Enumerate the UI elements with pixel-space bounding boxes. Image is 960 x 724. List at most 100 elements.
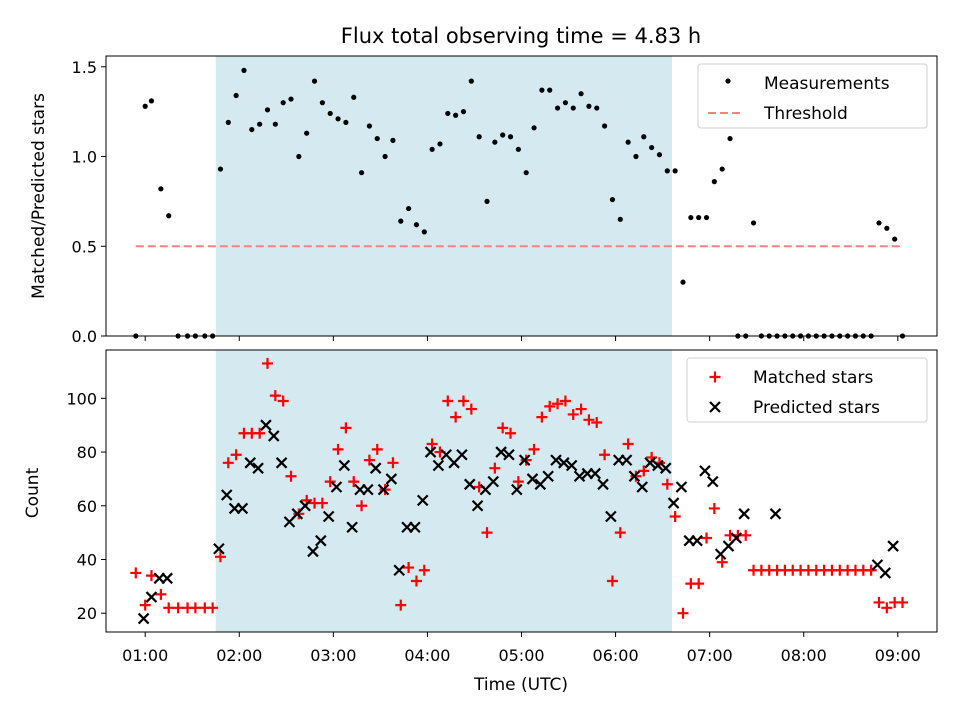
measurement-point [257, 121, 263, 127]
legend-label: Matched stars [753, 368, 873, 388]
predicted-star-point [346, 521, 358, 534]
matched-star-point [254, 427, 266, 439]
predicted-star-point [137, 612, 150, 625]
top-observing-window [215, 56, 673, 336]
predicted-star-point [315, 534, 327, 547]
predicted-star-point [416, 494, 429, 507]
matched-star-point [701, 532, 713, 544]
matched-star-point [155, 588, 167, 600]
predicted-star-point [213, 542, 225, 555]
x-tick-label: 05:00 [498, 646, 544, 665]
bottom-legend: Matched stars Predicted stars [686, 357, 928, 423]
matched-star-point [897, 596, 909, 608]
legend-label: Predicted stars [753, 398, 880, 418]
matched-star-point [189, 602, 201, 614]
predicted-star-point [330, 481, 343, 493]
bottom-observing-window [215, 350, 673, 632]
measurement-point [421, 229, 427, 235]
measurement-point [664, 168, 670, 174]
predicted-star-point [699, 465, 711, 477]
bottom-y-tick-label: 100 [66, 389, 97, 408]
predicted-star-point [299, 499, 311, 512]
measurement-point [696, 214, 702, 221]
matched-star-point [379, 484, 391, 496]
measurement-point [437, 141, 443, 147]
measurement-point [158, 186, 164, 192]
predicted-star-point [393, 564, 405, 577]
measurement-point [264, 107, 271, 113]
matched-star-point [740, 529, 752, 541]
matched-star-point [316, 497, 328, 509]
measurement-point [688, 214, 694, 221]
measurement-point [492, 139, 498, 145]
matched-star-point [403, 562, 415, 574]
predicted-star-point [338, 459, 351, 472]
matched-star-point [222, 457, 234, 469]
measurement-point [547, 87, 553, 93]
predicted-star-point [307, 545, 319, 558]
predicted-star-point [769, 508, 782, 520]
predicted-star-point [362, 483, 374, 496]
predicted-star-point [252, 462, 264, 474]
measurement-point [656, 152, 663, 158]
legend-marker-matched [709, 371, 721, 383]
predicted-star-point [377, 483, 390, 496]
predicted-star-point [322, 510, 335, 523]
matched-star-point [230, 449, 242, 461]
bottom-y-tick-label: 60 [77, 497, 97, 516]
predicted-star-point [605, 510, 617, 523]
top-y-tick-label: 1.0 [72, 148, 97, 167]
predicted-star-point [707, 475, 719, 488]
matched-star-point [559, 395, 571, 407]
measurement-point [390, 137, 396, 143]
matched-star-point [497, 422, 509, 434]
matched-star-point [599, 449, 611, 461]
predicted-star-point [573, 470, 586, 483]
measurement-point [148, 98, 155, 104]
matched-star-point [261, 357, 273, 369]
measurement-point [304, 130, 310, 136]
measurement-point [327, 110, 333, 117]
matched-star-point [520, 454, 532, 466]
matched-star-point [465, 403, 477, 415]
measurement-point [703, 214, 710, 221]
matched-star-point [410, 575, 422, 587]
bottom-legend-box [686, 357, 928, 423]
predicted-star-point [730, 532, 743, 544]
measurement-point [217, 166, 224, 172]
bottom-panel: 20 40 60 80 100 01:00 02:00 03:00 04:00 05:00 06:0… [66, 349, 938, 665]
matched-star-point [481, 527, 493, 539]
matched-star-point [395, 599, 407, 611]
matched-star-point [669, 511, 681, 523]
measurement-point [672, 168, 678, 174]
bottom-y-tick-label: 80 [77, 443, 97, 462]
matched-star-point [622, 438, 634, 450]
measurement-point [382, 153, 388, 160]
measurement-point [594, 105, 600, 111]
x-tick-label: 07:00 [687, 646, 733, 665]
measurement-point [343, 119, 349, 126]
x-tick-label: 04:00 [404, 646, 450, 665]
predicted-star-point [565, 459, 578, 472]
measurement-point [468, 78, 474, 84]
measurement-point [719, 166, 725, 172]
predicted-star-point [526, 473, 539, 485]
matched-star-point [207, 602, 219, 614]
matched-star-point [544, 400, 556, 412]
measurement-point [570, 105, 576, 111]
bottom-y-tick-label: 40 [77, 550, 97, 569]
measurement-point [649, 144, 655, 151]
predicted-star-point [628, 470, 641, 483]
matched-star-point [356, 500, 368, 512]
predicted-star-point [518, 454, 531, 466]
measurement-point [884, 225, 890, 231]
predicted-star-point [879, 567, 892, 579]
top-y-axis-label: Matched/Predicted stars [29, 93, 49, 299]
measurement-point [680, 279, 686, 285]
x-tick-label: 02:00 [216, 646, 262, 665]
matched-star-point [285, 470, 297, 482]
matched-star-point [387, 457, 399, 469]
legend-marker-predicted [709, 401, 721, 413]
predicted-star-point [424, 446, 437, 458]
measurement-point [500, 132, 506, 138]
